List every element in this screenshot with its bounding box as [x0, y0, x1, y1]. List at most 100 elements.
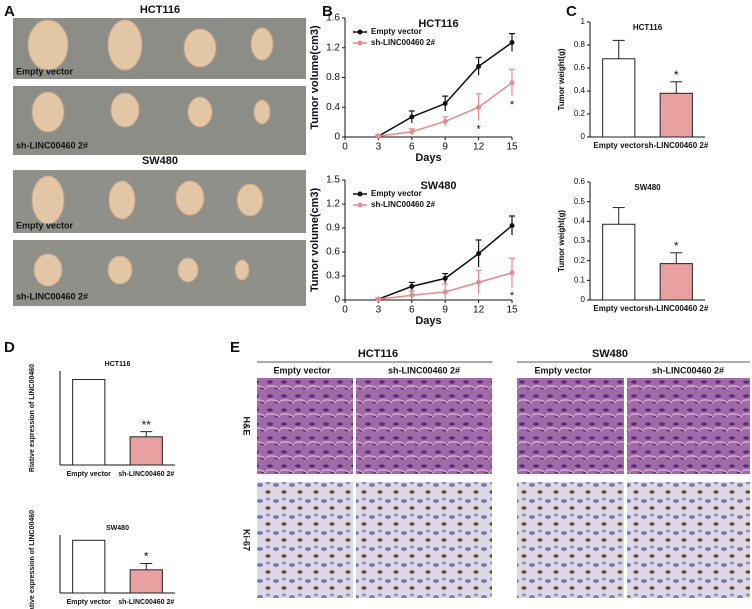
x-tick-label: 9 [442, 142, 448, 153]
photo-row-label: sh-LINC00460 2# [16, 140, 88, 150]
ki67-image [517, 482, 624, 598]
tumor [234, 259, 250, 281]
panel-label: D [4, 339, 15, 356]
point [409, 114, 415, 120]
y-tick-label: 0.4 [574, 86, 586, 95]
y-axis-label: Riative expression of LINC00460 [29, 510, 36, 609]
point [442, 289, 448, 295]
x-tick-label: 3 [376, 142, 382, 153]
photo-group: SW480 [142, 155, 178, 167]
x-tick-label: Empty vector [67, 471, 112, 478]
x-axis-label: Days [415, 152, 441, 164]
y-tick-label: 0 [334, 295, 340, 306]
he-image [257, 378, 353, 474]
legend-marker [357, 191, 363, 197]
legend-marker [357, 40, 363, 46]
ki67-image [356, 482, 492, 598]
tumor [107, 255, 133, 285]
y-tick-label: 0.2 [574, 256, 586, 265]
ki67-image [627, 482, 750, 598]
bar [659, 92, 693, 138]
x-tick-label: 6 [409, 305, 415, 316]
legend-label: sh-LINC00460 2# [371, 38, 436, 47]
bar [129, 436, 163, 466]
histology-row: H&E [242, 416, 252, 435]
x-tick-label: 12 [473, 305, 485, 316]
panel-label: A [4, 3, 15, 20]
x-tick-label: Empty vector [67, 599, 112, 606]
y-tick-label: 1.6 [326, 13, 340, 24]
panel-label: E [230, 339, 240, 356]
x-tick-label: Empty vector [593, 304, 644, 313]
tumor [175, 180, 205, 216]
significance: * [476, 124, 481, 136]
legend-marker [357, 202, 363, 208]
significance: * [510, 99, 515, 111]
legend-label: Empty vector [371, 189, 422, 198]
chart-title: SW480 [106, 525, 129, 532]
photo-divider [13, 233, 306, 240]
chart-title: HCT116 [105, 361, 131, 368]
tumor [31, 91, 65, 133]
he-image [627, 378, 750, 474]
photo-row-label: Empty vector [16, 220, 74, 230]
x-tick-label: sh-LINC00460 2# [644, 141, 709, 150]
chart-title: SW480 [420, 180, 456, 192]
legend-label: Empty vector [371, 27, 422, 36]
x-tick-label: 9 [442, 305, 448, 316]
x-tick-label: 15 [506, 305, 518, 316]
he-image [517, 378, 624, 474]
histology-column: Empty vector [534, 365, 592, 375]
tumor [110, 92, 140, 128]
tumor [187, 96, 213, 128]
legend-marker [357, 29, 363, 35]
point [409, 283, 415, 289]
bar [602, 223, 636, 301]
histology-group: HCT116 [358, 348, 398, 360]
significance: * [674, 239, 679, 253]
photo-row-label: Empty vector [16, 66, 74, 76]
chart-title: SW480 [634, 183, 661, 192]
histology-column: sh-LINC00460 2# [652, 365, 724, 375]
x-tick-label: 3 [376, 305, 382, 316]
tumor [236, 183, 264, 217]
y-tick-label: 0.8 [574, 40, 586, 49]
point [509, 270, 515, 276]
point [442, 118, 448, 124]
y-tick-label: 0 [581, 132, 586, 141]
significance: * [510, 290, 515, 302]
y-tick-label: 1.5 [326, 175, 340, 186]
point [476, 279, 482, 285]
y-tick-label: 1 [581, 17, 586, 26]
point [442, 101, 448, 107]
ki67-image [257, 482, 353, 598]
point [509, 40, 515, 46]
y-tick-label: 0.5 [574, 197, 586, 206]
y-tick-label: 0.4 [326, 102, 340, 113]
x-axis-label: Days [415, 315, 441, 327]
bar [602, 58, 636, 138]
y-tick-label: 0.3 [326, 271, 340, 282]
point [409, 292, 415, 298]
tumor [108, 180, 136, 220]
x-tick-label: sh-LINC00460 2# [118, 471, 174, 478]
point [442, 275, 448, 281]
panel-label: B [322, 3, 333, 20]
bar [72, 539, 106, 594]
tumor [177, 257, 199, 283]
tumor [33, 253, 63, 287]
y-axis-label: Tumor volume(cm3) [309, 25, 321, 130]
y-tick-label: 0.2 [574, 109, 586, 118]
point [375, 296, 381, 302]
point [409, 129, 415, 135]
point [375, 133, 381, 139]
significance: * [144, 550, 149, 564]
point [476, 251, 482, 257]
bar [72, 379, 106, 466]
tumor [250, 27, 274, 61]
tumor [107, 19, 143, 71]
y-tick-label: 0.6 [326, 247, 340, 258]
photo-group: HCT116 [140, 4, 180, 16]
y-axis-label: Tumor weight(g) [557, 210, 566, 272]
